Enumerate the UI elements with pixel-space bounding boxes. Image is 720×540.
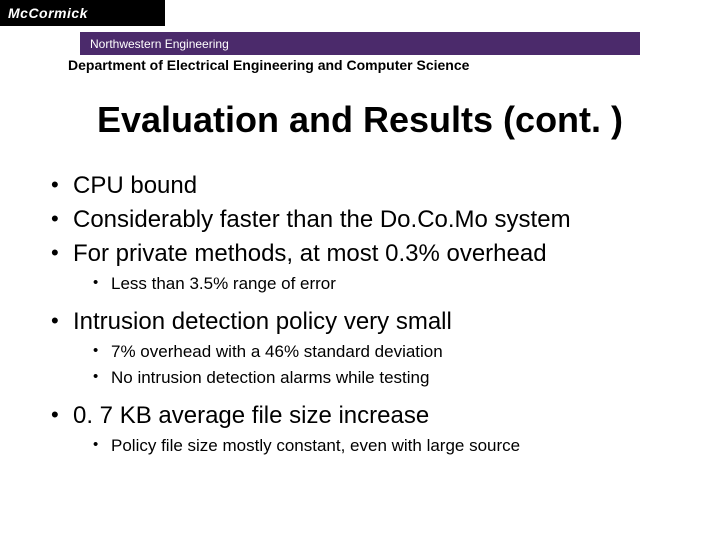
bullet-l2: No intrusion detection alarms while test… [89, 367, 690, 389]
bullet-l1: Intrusion detection policy very small [45, 307, 690, 337]
department-line: Department of Electrical Engineering and… [68, 57, 720, 73]
bullet-l2: 7% overhead with a 46% standard deviatio… [89, 341, 690, 363]
bullet-l2: Less than 3.5% range of error [89, 273, 690, 295]
bullet-l2: Policy file size mostly constant, even w… [89, 435, 690, 457]
logo-bar: McCormick [0, 0, 165, 26]
bullet-l1: 0. 7 KB average file size increase [45, 401, 690, 431]
slide-container: McCormick Northwestern Engineering Depar… [0, 0, 720, 540]
subtitle-text: Northwestern Engineering [90, 37, 229, 51]
bullet-l1: For private methods, at most 0.3% overhe… [45, 239, 690, 269]
slide-content: CPU bound Considerably faster than the D… [45, 171, 690, 457]
subtitle-bar: Northwestern Engineering [80, 32, 640, 55]
bullet-l1: Considerably faster than the Do.Co.Mo sy… [45, 205, 690, 235]
logo-text: McCormick [8, 5, 88, 21]
bullet-l1: CPU bound [45, 171, 690, 201]
slide-title: Evaluation and Results (cont. ) [0, 99, 720, 141]
